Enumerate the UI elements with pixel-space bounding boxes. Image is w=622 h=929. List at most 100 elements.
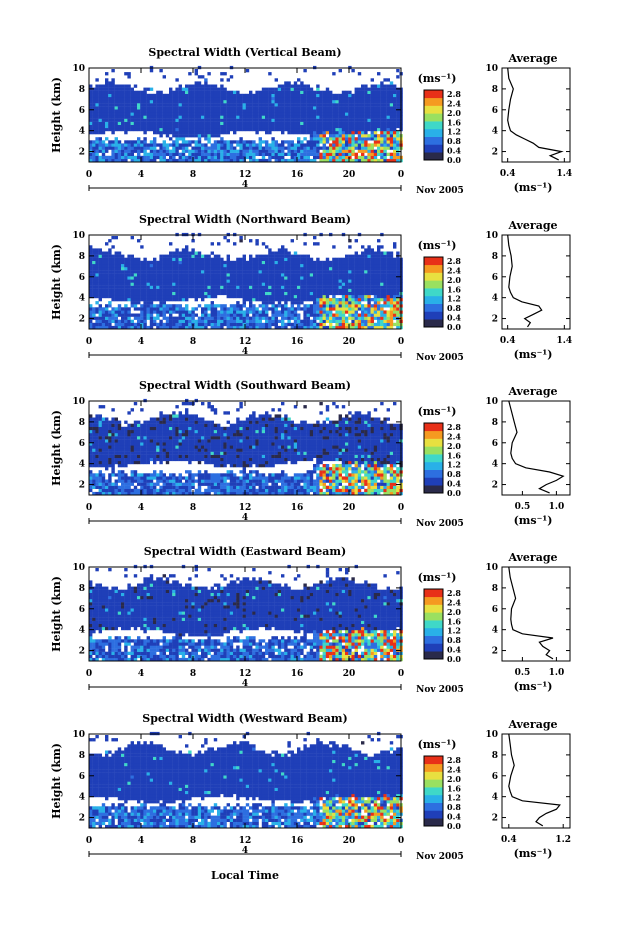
heatmap-cell: [114, 137, 118, 141]
heatmap-cell: [268, 127, 272, 132]
heatmap-cell: [108, 451, 112, 455]
heatmap-cell: [351, 146, 355, 150]
heatmap-cell: [210, 112, 214, 116]
heatmap-cell: [380, 137, 384, 141]
heatmap-cell: [306, 93, 310, 98]
heatmap-cell: [239, 100, 243, 104]
heatmap-cell: [361, 279, 365, 283]
heatmap-cell: [268, 112, 272, 116]
heatmap-cell: [357, 325, 362, 330]
heatmap-cell: [98, 260, 102, 265]
heatmap-cell: [165, 112, 170, 116]
heatmap-cell: [175, 310, 179, 314]
heatmap-cell: [245, 146, 250, 150]
heatmap-cell: [370, 155, 374, 160]
heatmap-cell: [210, 282, 214, 286]
heatmap-cell: [133, 423, 138, 427]
heatmap-cell: [303, 294, 307, 299]
profile-x-tick-label: 0.4: [500, 336, 516, 346]
heatmap-cell: [95, 429, 99, 434]
heatmap-cell: [258, 257, 262, 261]
heatmap-cell: [322, 294, 326, 299]
heatmap-cell: [98, 288, 102, 292]
heatmap-cell: [313, 282, 317, 286]
heatmap-cell: [165, 267, 170, 271]
heatmap-cell: [335, 270, 339, 274]
heatmap-cell: [98, 100, 102, 104]
heatmap-cell: [341, 316, 346, 320]
heatmap-cell: [252, 96, 256, 101]
heatmap-cell: [233, 121, 237, 125]
heatmap-cell: [351, 69, 355, 73]
heatmap-cell: [165, 325, 170, 330]
heatmap-cell: [319, 322, 323, 327]
heatmap-cell: [284, 322, 288, 327]
heatmap-cell: [274, 103, 278, 107]
heatmap-cell: [92, 93, 96, 98]
heatmap-cell: [226, 257, 230, 261]
heatmap-cell: [281, 263, 285, 268]
heatmap-cell: [229, 288, 234, 292]
profile-line: [507, 234, 543, 328]
heatmap-cell: [274, 87, 278, 91]
heatmap-cell: [284, 121, 288, 125]
heatmap-cell: [210, 310, 214, 314]
heatmap-cell: [111, 420, 115, 424]
heatmap-cell: [201, 131, 205, 135]
heatmap-cell: [284, 294, 288, 299]
heatmap-cell: [197, 267, 202, 271]
heatmap-cell: [377, 257, 381, 261]
heatmap-cell: [117, 273, 122, 277]
heatmap-cell: [281, 140, 285, 144]
heatmap-cell: [117, 103, 122, 107]
heatmap-cell: [329, 115, 333, 119]
heatmap-cell: [194, 134, 198, 138]
heatmap-cell: [233, 270, 237, 274]
heatmap-cell: [361, 143, 365, 147]
heatmap-cell: [114, 491, 118, 496]
heatmap-cell: [370, 248, 374, 252]
heatmap-cell: [370, 270, 374, 274]
heatmap-cell: [383, 103, 387, 107]
heatmap-cell: [303, 260, 307, 265]
heatmap-cell: [92, 270, 96, 274]
heatmap-cell: [309, 304, 314, 308]
heatmap-cell: [210, 146, 214, 150]
heatmap-cell: [335, 149, 339, 153]
heatmap-cell: [185, 319, 189, 323]
heatmap-cell: [265, 112, 269, 116]
heatmap-cell: [146, 100, 150, 104]
heatmap-cell: [133, 96, 138, 101]
heatmap-cell: [380, 291, 384, 296]
heatmap-cell: [313, 146, 317, 150]
heatmap-cell: [153, 273, 157, 277]
heatmap-cell: [114, 257, 118, 261]
colorbar-swatch: [424, 121, 443, 130]
heatmap-cell: [127, 149, 131, 153]
heatmap-cell: [287, 127, 291, 132]
heatmap-cell: [92, 251, 96, 255]
heatmap-cell: [101, 90, 106, 94]
heatmap-cell: [207, 140, 211, 144]
heatmap-cell: [146, 109, 150, 113]
heatmap-cell: [124, 479, 128, 483]
heatmap-cell: [319, 124, 323, 129]
heatmap-cell: [249, 325, 253, 330]
heatmap-cell: [354, 254, 358, 258]
heatmap-cell: [127, 442, 131, 446]
heatmap-cell: [373, 103, 378, 107]
heatmap-cell: [229, 155, 234, 160]
heatmap-cell: [338, 304, 342, 308]
heatmap-cell: [92, 100, 96, 104]
heatmap-cell: [229, 267, 234, 271]
heatmap-cell: [178, 270, 182, 274]
heatmap-cell: [146, 285, 150, 289]
heatmap-cell: [383, 288, 387, 292]
heatmap-cell: [380, 90, 384, 94]
heatmap-cell: [143, 112, 147, 116]
heatmap-cell: [329, 310, 333, 314]
heatmap-cell: [210, 251, 214, 255]
heatmap-cell: [172, 307, 176, 311]
heatmap-cell: [316, 316, 320, 320]
